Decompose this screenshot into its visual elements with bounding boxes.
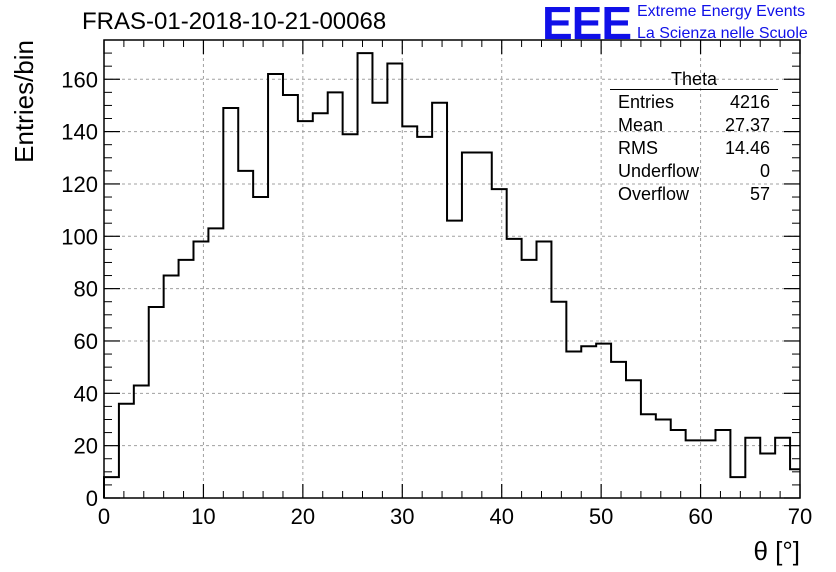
x-tick-label: 60 bbox=[688, 504, 712, 529]
stats-value: 4216 bbox=[729, 92, 770, 112]
stats-value: 0 bbox=[759, 161, 770, 181]
axis-ticks bbox=[103, 39, 801, 499]
x-tick-label: 10 bbox=[191, 504, 215, 529]
y-tick-label: 100 bbox=[61, 224, 98, 249]
x-tick-label: 0 bbox=[98, 504, 110, 529]
stats-box-title: Theta bbox=[610, 67, 778, 90]
x-tick-label: 70 bbox=[788, 504, 812, 529]
y-tick-label: 80 bbox=[74, 277, 98, 302]
eee-logo: EEE bbox=[542, 0, 632, 49]
x-tick-label: 50 bbox=[589, 504, 613, 529]
x-tick-labels: 0 10 20 30 40 50 60 70 bbox=[98, 504, 812, 529]
stats-label: Mean bbox=[618, 115, 664, 135]
stats-box: Theta Entries 4216 Mean 27.37 RMS 14.46 … bbox=[610, 67, 778, 209]
y-tick-label: 120 bbox=[61, 172, 98, 197]
y-tick-label: 40 bbox=[74, 381, 98, 406]
logo-caption-2: La Scienza nelle Scuole bbox=[637, 25, 808, 42]
grid-lines bbox=[104, 40, 800, 498]
stats-row-underflow: Underflow 0 bbox=[618, 160, 770, 183]
plot-frame bbox=[103, 39, 801, 499]
y-tick-label: 20 bbox=[74, 434, 98, 459]
x-tick-label: 20 bbox=[291, 504, 315, 529]
histogram-series-theta bbox=[103, 52, 800, 498]
stats-value: 14.46 bbox=[724, 138, 770, 158]
stats-label: Entries bbox=[618, 92, 675, 112]
y-tick-labels: 0 20 40 60 80 100 120 140 160 bbox=[61, 67, 98, 511]
stats-row-rms: RMS 14.46 bbox=[618, 137, 770, 160]
stats-label: Underflow bbox=[618, 161, 700, 181]
y-tick-label: 0 bbox=[86, 486, 98, 511]
stats-row-overflow: Overflow 57 bbox=[618, 183, 770, 206]
stats-row-mean: Mean 27.37 bbox=[618, 114, 770, 137]
stats-value: 27.37 bbox=[724, 115, 770, 135]
y-tick-label: 60 bbox=[74, 329, 98, 354]
x-axis-title: θ [°] bbox=[753, 536, 800, 566]
stats-row-entries: Entries 4216 bbox=[618, 91, 770, 114]
stats-label: Overflow bbox=[618, 184, 690, 204]
logo-caption-1: Extreme Energy Events bbox=[637, 3, 806, 20]
stats-label: RMS bbox=[618, 138, 658, 158]
x-tick-label: 30 bbox=[390, 504, 414, 529]
y-tick-label: 160 bbox=[61, 67, 98, 92]
y-tick-label: 140 bbox=[61, 120, 98, 145]
x-tick-label: 40 bbox=[489, 504, 513, 529]
y-axis-title: Entries/bin bbox=[9, 40, 39, 163]
stats-value: 57 bbox=[749, 184, 770, 204]
plot-title: FRAS-01-2018-10-21-00068 bbox=[82, 8, 387, 35]
